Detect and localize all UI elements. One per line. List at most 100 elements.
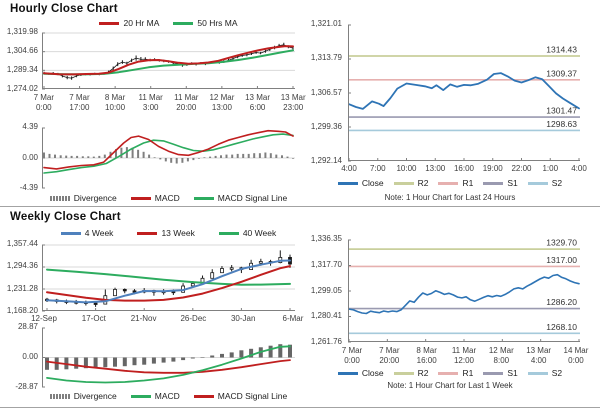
y-axis-label: 1,357.44 (6, 239, 38, 248)
legend-swatch-icon (483, 371, 504, 375)
x-axis-label: 7 Mar 0:00 (341, 346, 363, 365)
hourly-pivot-y-axis: 1,321.01 1,313.79 1,306.57 1,299.36 1,292.14 (300, 20, 342, 165)
x-axis-label: 26-Dec (180, 314, 207, 323)
legend-label: R2 (417, 368, 429, 378)
x-axis-label: 6-Mar (282, 314, 304, 323)
y-axis-label: 1,313.79 (310, 53, 342, 63)
legend-item: 50 Hrs MA (173, 18, 238, 28)
legend-item: S1 (483, 178, 518, 188)
svg-text:1309.37: 1309.37 (546, 68, 577, 78)
x-axis-label: 14 Mar 0:00 (563, 346, 589, 365)
legend-item: R1 (438, 368, 473, 378)
weekly-pivot-plot: 1329.70 1317.00 1286.20 1268.10 (348, 238, 580, 343)
hourly-macd-legend: Divergence MACD MACD Signal Line (42, 193, 295, 203)
x-axis-label: 12-Sep (31, 314, 57, 323)
y-axis-label: 1,319.98 (6, 27, 38, 36)
hourly-macd-plot (42, 127, 295, 189)
x-axis-label: 4:00 (571, 164, 587, 173)
x-axis-label: 7:00 (369, 164, 386, 173)
hourly-pivot-note: Note: 1 Hour Chart for Last 24 Hours (384, 193, 516, 202)
legend-swatch-icon (49, 195, 70, 201)
weekly-price-y-axis: 1,357.44 1,294.36 1,231.28 1,168.20 (0, 240, 38, 315)
x-axis-label: 7 Mar 17:00 (69, 93, 90, 112)
y-axis-label: 1,289.34 (6, 65, 38, 74)
x-axis-label: 12 Mar 8:00 (488, 346, 514, 365)
legend-label: MACD (154, 391, 180, 401)
legend-label: Close (361, 368, 384, 378)
y-axis-label: 1,261.76 (310, 337, 342, 346)
y-axis-label: 1,231.28 (6, 283, 38, 293)
weekly-macd-y-axis: 28.87 0.00 -28.87 (0, 323, 38, 391)
y-axis-label: -28.87 (15, 382, 38, 391)
hourly-chart-title: Hourly Close Chart (10, 3, 118, 15)
svg-text:1268.10: 1268.10 (546, 322, 577, 332)
hourly-pivot-plot: 1314.43 1309.37 1301.47 1298.63 (348, 24, 580, 162)
y-axis-label: 1,317.70 (310, 259, 342, 269)
legend-item: 4 Week (60, 228, 114, 238)
y-axis-label: 1,299.05 (310, 285, 342, 295)
legend-label: S1 (507, 178, 518, 188)
weekly-price-x-axis: 12-Sep 17-Oct 21-Nov 26-Dec 30-Jan 6-Mar (26, 314, 311, 323)
legend-label: 13 Week (161, 228, 195, 238)
x-axis-label: 22:00 (511, 164, 532, 173)
y-axis-label: 4.39 (22, 122, 38, 131)
x-axis-label: 13 Mar 6:00 (245, 93, 271, 112)
legend-item: 40 Week (218, 228, 276, 238)
legend-swatch-icon (137, 231, 158, 235)
weekly-pivot-note: Note: 1 Hour Chart for Last 1 Week (387, 381, 513, 390)
x-axis-label: 11 Mar 3:00 (138, 93, 163, 112)
legend-label: R1 (462, 368, 474, 378)
legend-swatch-icon (173, 21, 194, 25)
x-axis-label: 4:00 (341, 164, 357, 173)
y-axis-label: 28.87 (17, 322, 38, 331)
legend-item: MACD Signal Line (193, 193, 287, 203)
y-axis-label: 1,294.36 (6, 261, 38, 271)
svg-text:1314.43: 1314.43 (546, 44, 577, 54)
weekly-price-plot (42, 244, 295, 312)
bottom-divider (0, 407, 600, 408)
legend-item: Close (337, 178, 384, 188)
x-axis-label: 13 Mar 23:00 (280, 93, 306, 112)
legend-label: Close (361, 178, 384, 188)
legend-label: S2 (551, 368, 563, 378)
weekly-price-legend: 4 Week 13 Week 40 Week (42, 228, 295, 238)
x-axis-label: 17-Oct (81, 314, 106, 323)
hourly-price-x-axis: 7 Mar 0:00 7 Mar 17:00 8 Mar 10:00 11 Ma… (26, 93, 311, 112)
legend-item: MACD Signal Line (193, 391, 287, 401)
svg-text:1286.20: 1286.20 (546, 297, 577, 307)
legend-swatch-icon (438, 181, 459, 185)
y-axis-label: 1,280.41 (310, 311, 342, 321)
legend-label: R2 (417, 178, 429, 188)
hourly-price-legend: 20 Hr MA 50 Hrs MA (42, 18, 295, 28)
legend-swatch-icon (483, 181, 504, 185)
legend-label: MACD (154, 193, 180, 203)
x-axis-label: 16:00 (453, 164, 475, 173)
legend-label: R1 (462, 178, 474, 188)
y-axis-label: 1,304.66 (6, 46, 38, 55)
legend-item: MACD (130, 193, 180, 203)
x-axis-label: 13 Mar 4:00 (526, 346, 552, 365)
legend-label: Divergence (73, 391, 117, 401)
legend-label: 4 Week (84, 228, 114, 238)
legend-item: S2 (527, 178, 562, 188)
legend-item: 20 Hr MA (99, 18, 159, 28)
legend-swatch-icon (49, 393, 70, 399)
weekly-macd-legend: Divergence MACD MACD Signal Line (42, 391, 295, 401)
x-axis-label: 30-Jan (230, 314, 256, 323)
legend-label: 20 Hr MA (123, 18, 160, 28)
legend-swatch-icon (393, 371, 414, 375)
weekly-macd-plot (42, 327, 295, 388)
legend-swatch-icon (527, 371, 548, 375)
x-axis-label: 13:00 (425, 164, 446, 173)
legend-label: S1 (507, 368, 518, 378)
legend-item: R2 (393, 178, 429, 188)
hourly-pivot-legend: Close R2 R1 S1 S2 (310, 178, 590, 188)
hourly-price-y-axis: 1,319.98 1,304.66 1,289.34 1,274.02 (0, 28, 38, 93)
y-axis-label: 1,168.20 (6, 305, 38, 315)
x-axis-label: 11 Mar 12:00 (451, 346, 477, 365)
x-axis-label: 1:00 (542, 164, 559, 173)
legend-swatch-icon (193, 394, 214, 398)
legend-swatch-icon (193, 196, 214, 200)
legend-swatch-icon (337, 181, 358, 185)
